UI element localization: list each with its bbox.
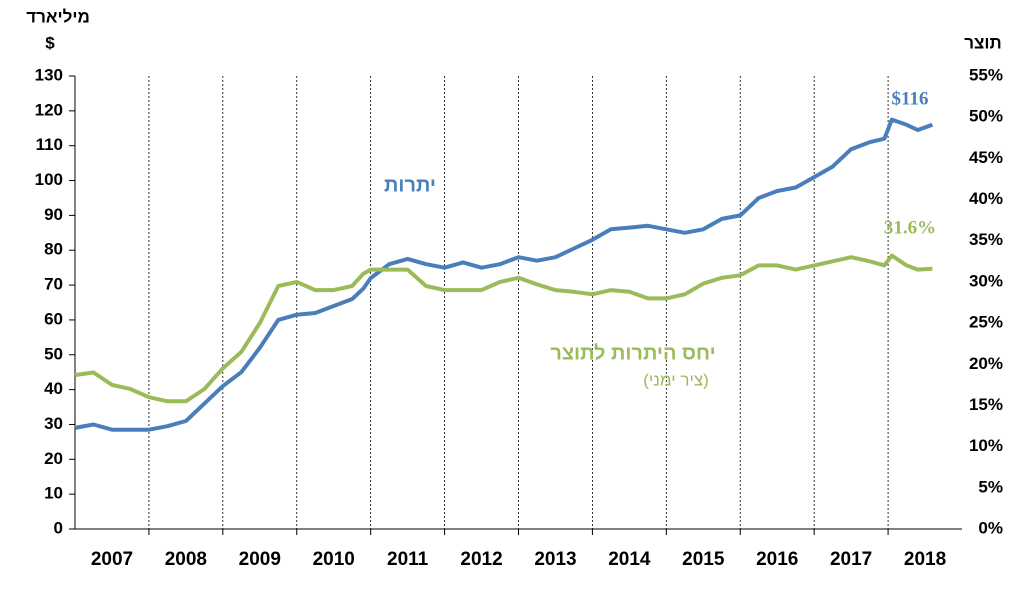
- x-tick-label: 2013: [534, 549, 576, 570]
- y-tick-label: 30: [44, 414, 63, 433]
- legend-label: יתרות: [384, 174, 436, 196]
- y2-tick-label: 10%: [969, 436, 1003, 455]
- y-tick-label: 40: [44, 379, 63, 398]
- x-tick-label: 2008: [165, 549, 207, 570]
- x-tick-label: 2007: [91, 549, 133, 570]
- y-tick-label: 100: [35, 170, 63, 189]
- y2-tick-label: 0%: [978, 518, 1003, 537]
- x-tick-label: 2015: [682, 549, 725, 570]
- annotation: 31.6%: [884, 217, 936, 238]
- y2-tick-label: 50%: [969, 107, 1003, 126]
- x-tick-label: 2017: [830, 549, 872, 570]
- legend-label: יחס היתרות לתוצר: [550, 342, 715, 364]
- x-tick-label: 2016: [756, 549, 798, 570]
- series-line: [74, 253, 933, 404]
- y-tick-label: 50: [44, 344, 63, 363]
- y-tick-label: 0: [54, 518, 63, 537]
- y2-tick-label: 20%: [969, 354, 1003, 373]
- y2-tick-label: 25%: [969, 313, 1003, 332]
- legend-note: (ציר ימני): [643, 370, 709, 389]
- y-tick-label: 70: [44, 275, 63, 294]
- y2-axis-label: תוצר: [964, 33, 1001, 52]
- y-tick-label: 130: [35, 65, 63, 84]
- y2-tick-label: 55%: [969, 65, 1003, 84]
- y-tick-label: 60: [44, 309, 63, 328]
- y-axis-label: מיליארד: [26, 7, 90, 26]
- y2-tick-label: 35%: [969, 230, 1003, 249]
- y2-tick-label: 5%: [978, 477, 1003, 496]
- y-tick-label: 10: [44, 484, 63, 503]
- x-tick-label: 2011: [387, 549, 429, 570]
- y2-tick-label: 40%: [969, 189, 1003, 208]
- y-tick-label: 20: [44, 449, 63, 468]
- y-axis-label: $: [45, 33, 55, 52]
- x-tick-label: 2012: [460, 549, 502, 570]
- x-tick-label: 2010: [313, 549, 355, 570]
- y2-tick-label: 30%: [969, 271, 1003, 290]
- y-tick-label: 120: [35, 100, 63, 119]
- series-line: [74, 117, 934, 432]
- y-tick-label: 110: [36, 135, 63, 154]
- y-tick-label: 80: [44, 240, 63, 259]
- y-tick-label: 90: [44, 205, 63, 224]
- x-tick-label: 2014: [608, 549, 651, 570]
- annotation: $116: [892, 88, 929, 109]
- x-tick-label: 2009: [239, 549, 281, 570]
- y2-tick-label: 15%: [969, 395, 1003, 414]
- y2-tick-label: 45%: [969, 148, 1003, 167]
- x-tick-label: 2018: [904, 549, 946, 570]
